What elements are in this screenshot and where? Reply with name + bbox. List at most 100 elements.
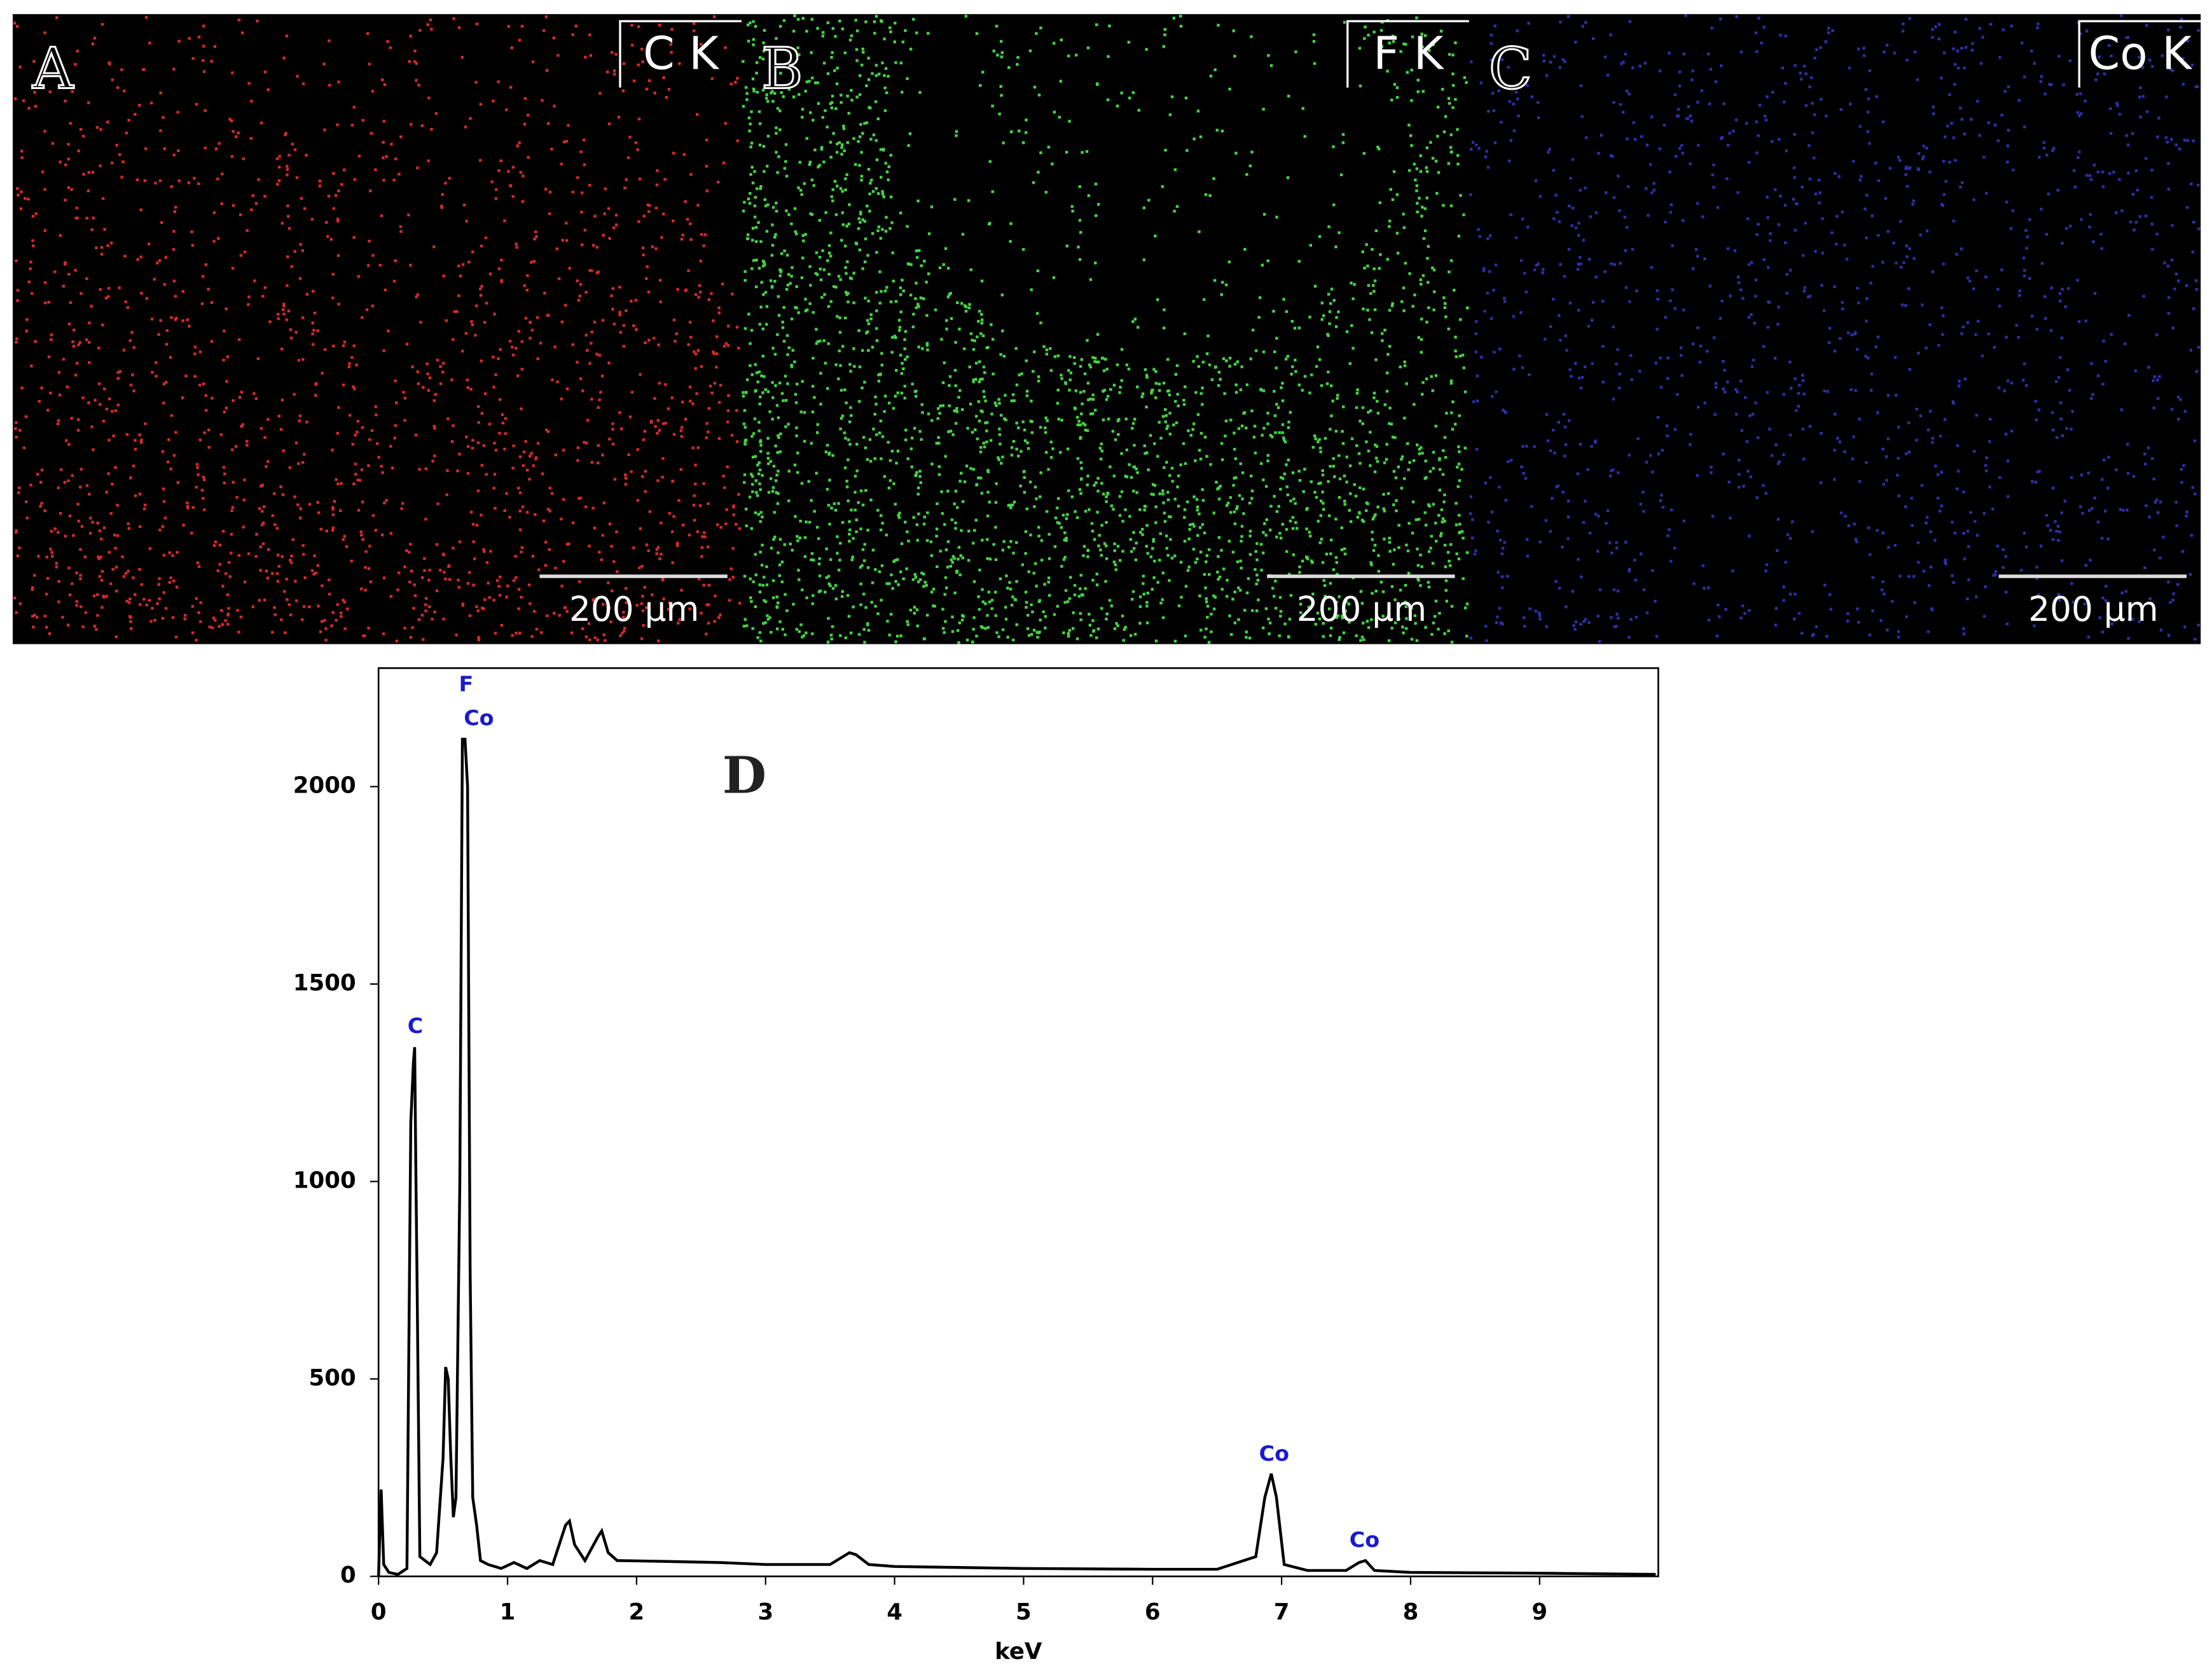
map-dot <box>29 260 32 264</box>
map-dot <box>1393 621 1397 625</box>
map-dot <box>1024 590 1028 594</box>
map-dot <box>1152 537 1155 541</box>
map-dot <box>1365 440 1368 443</box>
map-dot <box>1741 604 1745 607</box>
map-dot <box>960 529 963 532</box>
map-dot <box>1136 471 1139 475</box>
map-dot <box>1975 595 1978 599</box>
map-dot <box>1419 446 1423 449</box>
map-dot <box>336 254 340 258</box>
map-dot <box>611 422 614 426</box>
map-dot <box>116 534 120 537</box>
map-dot <box>1030 399 1033 403</box>
map-dot <box>1133 465 1137 469</box>
map-dot <box>617 116 621 119</box>
map-dot <box>1928 323 1932 326</box>
map-dot <box>367 264 370 267</box>
map-dot <box>55 562 59 565</box>
map-dot <box>1243 609 1247 612</box>
map-dot <box>1382 507 1385 511</box>
map-dot <box>927 412 930 415</box>
map-dot <box>237 131 240 135</box>
map-dot <box>432 399 436 403</box>
map-dot <box>765 322 768 326</box>
map-dot <box>889 613 893 616</box>
map-dot <box>1248 529 1252 533</box>
map-dot <box>785 334 789 337</box>
map-dot <box>608 237 611 240</box>
map-dot <box>1172 17 1176 20</box>
map-dot <box>1451 427 1455 431</box>
map-dot <box>1441 517 1445 520</box>
map-dot <box>550 492 554 496</box>
map-dot <box>2084 564 2088 567</box>
map-dot <box>345 607 349 611</box>
map-dot <box>757 221 760 225</box>
map-dot <box>280 398 284 402</box>
map-dot <box>118 370 122 373</box>
map-dot <box>648 510 652 513</box>
map-dot <box>662 597 665 600</box>
map-dot <box>761 88 765 92</box>
map-dot <box>120 68 123 71</box>
map-dot <box>1153 483 1157 487</box>
map-dot <box>1116 363 1119 366</box>
map-dot <box>247 81 251 85</box>
map-dot <box>1154 396 1158 399</box>
map-dot <box>1808 177 1812 181</box>
map-dot <box>1831 29 1834 32</box>
map-dot <box>1209 463 1212 466</box>
map-dot <box>634 298 638 302</box>
map-dot <box>565 139 569 143</box>
map-dot <box>84 611 88 614</box>
map-dot <box>542 519 545 523</box>
map-dot <box>1416 90 1420 94</box>
map-dot <box>858 248 862 252</box>
map-dot <box>150 317 154 321</box>
map-dot <box>2115 211 2118 214</box>
map-dot <box>1612 325 1615 329</box>
map-dot <box>863 219 866 223</box>
map-dot <box>361 426 364 429</box>
map-dot <box>1089 398 1092 401</box>
map-dot <box>70 188 73 191</box>
map-dot <box>1951 520 1954 524</box>
map-dot <box>647 79 651 82</box>
map-dot <box>1104 579 1107 583</box>
map-dot <box>745 624 749 627</box>
map-dot <box>1307 606 1311 609</box>
map-dot <box>2194 279 2198 282</box>
map-dot <box>2177 279 2180 282</box>
map-dot <box>2131 193 2135 196</box>
map-dot <box>675 541 679 545</box>
map-dot <box>99 128 102 131</box>
map-dot <box>707 583 711 587</box>
map-dot <box>340 615 343 618</box>
map-dot <box>1943 418 1947 421</box>
map-dot <box>674 340 677 343</box>
map-dot <box>656 431 659 435</box>
map-dot <box>1887 546 1890 549</box>
map-dot <box>2015 324 2018 327</box>
map-dot <box>1020 450 1023 453</box>
map-dot <box>794 401 798 405</box>
map-dot <box>1039 618 1042 621</box>
map-dot <box>90 425 93 429</box>
map-dot <box>1096 627 1100 630</box>
map-dot <box>1163 308 1166 312</box>
map-dot <box>1776 462 1780 466</box>
map-dot <box>1083 372 1087 375</box>
map-dot <box>1233 55 1236 58</box>
map-dot <box>565 543 569 546</box>
map-dot <box>1402 631 1405 635</box>
map-dot <box>1254 550 1257 553</box>
map-dot <box>1635 616 1638 619</box>
map-dot <box>1243 247 1247 251</box>
map-dot <box>1802 392 1806 396</box>
map-dot <box>830 106 833 109</box>
map-dot <box>168 581 172 584</box>
map-dot <box>162 401 165 405</box>
map-dot <box>889 30 892 34</box>
map-dot <box>254 202 258 205</box>
map-dot <box>1031 610 1034 614</box>
